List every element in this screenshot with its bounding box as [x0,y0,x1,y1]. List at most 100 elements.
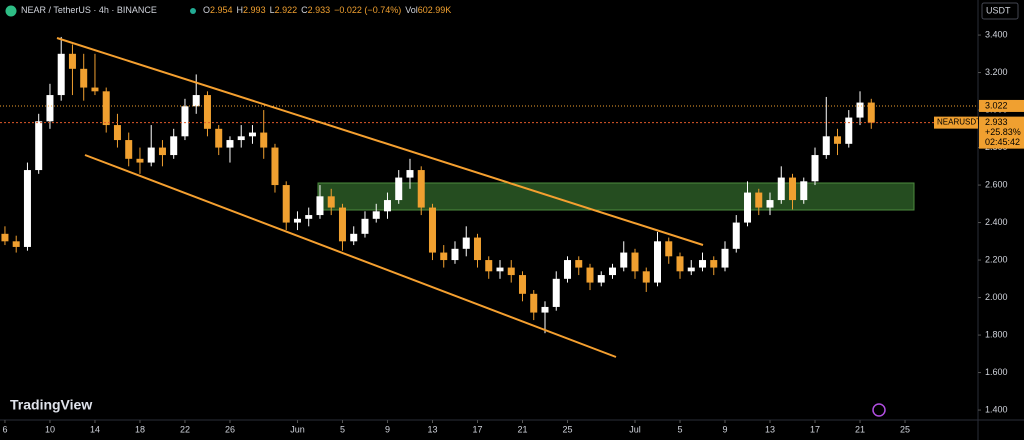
candle-body [440,252,448,261]
high-price-box [979,99,1024,112]
candle-body [406,170,414,178]
candle-body [845,117,853,144]
candle-body [316,196,324,216]
candle-body [338,207,346,242]
symbol: NEAR / TetherUS · 4h · BINANCE [21,5,157,15]
candle-body [563,260,571,279]
field-value: 2.993 [243,5,266,15]
logo: TradingView [10,397,92,413]
y-tick-label: 1.600 [985,367,1008,377]
candle-body [305,215,313,219]
candle-body [125,140,133,159]
field-value: 2.933 [308,5,331,15]
high-price-label: 3.022 [985,100,1008,110]
currency-label[interactable]: USDT [986,5,1011,15]
candle-body [147,147,155,163]
candle-body [361,218,369,234]
candle-body [642,271,650,283]
y-tick-label: 2.600 [985,179,1008,189]
x-tick-label: 13 [765,424,775,434]
candle-body [541,306,549,313]
candle-body [350,233,358,242]
candle-body [676,256,684,272]
candle-body [755,192,763,208]
candle-body [428,207,436,253]
candle-body [777,177,785,201]
candle-body [158,147,166,156]
candle-body [57,53,65,96]
x-tick-label: 17 [472,424,482,434]
candle-body [485,260,493,272]
symbol-label: NEARUSDT [937,118,981,127]
change-value: −0.022 (−0.74%) [334,5,401,15]
candle-body [608,267,616,276]
y-tick-label: 1.400 [985,404,1008,414]
candle-body [834,136,842,144]
support-zone [317,182,915,211]
candle-body [518,275,526,294]
candle-body [383,200,391,212]
candle-body [766,200,774,208]
x-tick-label: 25 [900,424,910,434]
candle-body [654,241,662,283]
candle-body [856,102,864,118]
candle-body [699,260,707,268]
candle-body [46,95,54,122]
candle-body [473,237,481,261]
x-tick-label: 9 [385,424,390,434]
candle-body [800,181,808,201]
field-label: L [270,5,275,15]
currency-button[interactable] [981,2,1019,20]
x-tick-label: Jun [290,424,305,434]
field-value: 2.922 [275,5,298,15]
candle-body [867,102,875,123]
x-tick-label: 21 [517,424,527,434]
candle-body [417,170,425,208]
symbol-icon [5,5,17,17]
symbol-box [934,116,978,129]
alert-icon[interactable] [872,403,886,417]
change-label: +25.83% [985,127,1021,137]
candle-body [181,106,189,137]
y-tick-label: 3.200 [985,67,1008,77]
ohlc-legend: O2.954 H2.993 L2.922 C2.933 −0.022 (−0.74%) V… [203,5,451,15]
candle-body [12,241,20,247]
field-label: C [301,5,308,15]
candle-body [586,267,594,283]
candle-body [687,267,695,272]
candle-body [552,278,560,307]
market-status [190,8,196,14]
candle-body [102,91,110,126]
candle-body [789,177,797,201]
candle-body [462,237,470,249]
candle-body [237,136,245,141]
x-tick-label: 18 [135,424,145,434]
candle-body [68,53,76,69]
field-label: O [203,5,210,15]
x-tick-label: 6 [2,424,7,434]
volume-label: Vol [405,5,418,15]
candle-body [811,155,819,182]
candle-body [732,222,740,249]
x-tick-label: 26 [225,424,235,434]
x-tick-label: 10 [45,424,55,434]
y-tick-label: 2.000 [985,292,1008,302]
candle-body [665,241,673,257]
candle-body [35,121,43,171]
x-tick-label: 9 [722,424,727,434]
candle-body [23,170,31,247]
candle-body [372,211,380,219]
candle-body [575,260,583,268]
candle-body [822,136,830,156]
x-tick-label: 14 [90,424,100,434]
candle-body [271,147,279,186]
y-tick-label: 3.400 [985,29,1008,39]
candle-body [170,136,178,156]
candle-body [597,275,605,283]
candle-body [631,252,639,272]
header: NEAR / TetherUS · 4h · BINANCE [21,5,157,15]
candle-body [80,68,88,88]
x-tick-label: 21 [855,424,865,434]
